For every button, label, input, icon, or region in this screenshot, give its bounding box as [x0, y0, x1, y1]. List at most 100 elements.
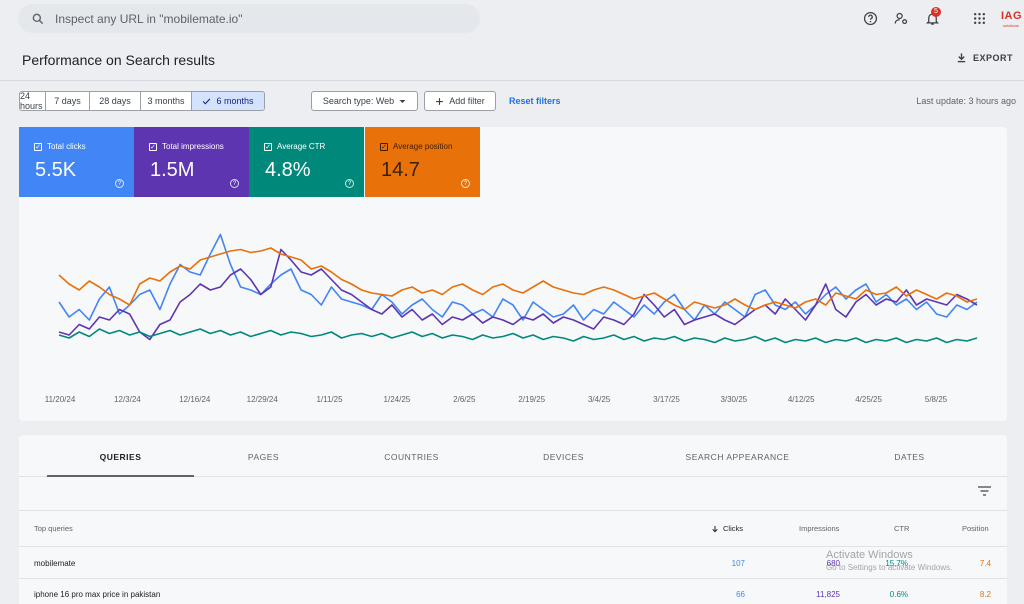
checkbox-checked-icon: ✓	[34, 142, 42, 151]
column-header-ctr[interactable]: CTR	[894, 524, 910, 533]
notification-badge: 5	[931, 7, 941, 17]
help-icon[interactable]: ?	[461, 179, 470, 188]
title-divider	[0, 80, 1024, 81]
tab-search-appearance[interactable]: SEARCH APPEARANCE	[685, 452, 790, 462]
search-icon	[32, 13, 44, 24]
x-tick-label: 2/6/25	[453, 395, 476, 404]
range-24-hours[interactable]: 24 hours	[20, 92, 46, 110]
metric-value: 14.7	[381, 159, 420, 181]
sort-down-arrow-icon	[712, 525, 718, 532]
export-label: EXPORT	[973, 52, 1014, 63]
apps-grid-icon[interactable]	[971, 10, 987, 26]
date-range-selector: 24 hours 7 days 28 days 3 months 6 month…	[19, 91, 265, 111]
tab-dates[interactable]: DATES	[894, 452, 925, 462]
column-header-position[interactable]: Position	[962, 524, 989, 533]
table-row-impressions: 680	[826, 559, 840, 568]
performance-line-chart: 11/20/24 12/3/24 12/16/24 12/29/24 1/11/25 1/…	[45, 233, 978, 404]
metric-label: Average position	[393, 142, 453, 151]
column-header-impressions[interactable]: Impressions	[799, 524, 840, 533]
tabs-divider	[19, 476, 1007, 477]
help-icon[interactable]: ?	[345, 179, 354, 188]
chevron-down-icon	[399, 99, 406, 103]
x-tick-label: 1/24/25	[384, 395, 411, 404]
x-tick-label: 3/17/25	[653, 395, 680, 404]
metric-label: Total clicks	[47, 142, 86, 151]
filter-rows-icon[interactable]	[978, 486, 991, 496]
tab-countries[interactable]: COUNTRIES	[384, 452, 439, 462]
range-6-months[interactable]: 6 months	[192, 92, 264, 110]
table-row-position: 7.4	[979, 559, 991, 568]
series-line-total-impressions	[58, 248, 978, 341]
x-tick-label: 1/11/25	[316, 395, 343, 404]
metric-label: Total impressions	[162, 142, 224, 151]
add-filter-label: Add filter	[449, 96, 485, 106]
brand-logo-subtext: solutions	[1003, 23, 1019, 28]
watermark-subtitle: Go to Settings to activate Windows.	[826, 563, 953, 572]
help-icon[interactable]: ?	[230, 179, 239, 188]
series-line-total-clicks	[58, 233, 978, 321]
search-placeholder: Inspect any URL in "mobilemate.io"	[55, 11, 243, 26]
x-tick-label: 5/8/25	[925, 395, 948, 404]
metric-total-clicks[interactable]: ✓ Total clicks 5.5K ?	[19, 127, 134, 197]
help-icon[interactable]: ?	[115, 179, 124, 188]
table-row-query[interactable]: iphone 16 pro max price in pakistan	[34, 590, 161, 599]
plus-icon	[436, 97, 444, 105]
export-button[interactable]: EXPORT	[956, 52, 1013, 63]
range-6-months-label: 6 months	[216, 96, 254, 106]
metric-label: Average CTR	[277, 142, 326, 151]
brand-logo[interactable]: IAG	[1001, 10, 1023, 22]
range-3-months[interactable]: 3 months	[141, 92, 192, 110]
table-row-position: 8.2	[979, 590, 991, 599]
search-type-label: Search type: Web	[322, 96, 395, 106]
x-tick-label: 12/3/24	[114, 395, 141, 404]
tab-devices[interactable]: DEVICES	[543, 452, 584, 462]
column-header-clicks[interactable]: Clicks	[711, 524, 743, 533]
range-28-days[interactable]: 28 days	[90, 92, 141, 110]
range-7-days[interactable]: 7 days	[46, 92, 90, 110]
metric-total-impressions[interactable]: ✓ Total impressions 1.5M ?	[134, 127, 249, 197]
tab-queries[interactable]: QUERIES	[99, 452, 142, 462]
page-title: Performance on Search results	[22, 52, 215, 68]
table-row-query[interactable]: mobilemate	[34, 559, 76, 568]
x-tick-label: 12/16/24	[179, 395, 211, 404]
table-row-ctr: 0.6%	[889, 590, 908, 599]
x-tick-label: 4/25/25	[855, 395, 882, 404]
download-icon	[957, 53, 966, 63]
x-tick-label: 11/20/24	[45, 395, 76, 404]
clicks-header-label: Clicks	[723, 524, 743, 533]
active-tab-indicator	[47, 475, 194, 477]
table-row-clicks: 107	[731, 559, 745, 568]
queries-table-card	[19, 435, 1007, 604]
row-divider	[19, 578, 1007, 579]
help-icon[interactable]	[862, 10, 878, 26]
table-row-clicks: 66	[736, 590, 745, 599]
checkbox-checked-icon: ✓	[149, 142, 157, 151]
add-filter-button[interactable]: Add filter	[424, 91, 496, 111]
column-header-top-queries: Top queries	[34, 524, 73, 533]
metric-value: 4.8%	[265, 159, 311, 181]
reset-filters-link[interactable]: Reset filters	[509, 96, 561, 106]
account-settings-icon[interactable]	[893, 10, 909, 26]
x-tick-label: 4/12/25	[788, 395, 815, 404]
metric-average-position[interactable]: ✓ Average position 14.7 ?	[365, 127, 480, 197]
metric-value: 5.5K	[35, 159, 77, 181]
series-line-average-ctr	[58, 328, 978, 344]
metric-value: 1.5M	[150, 159, 195, 181]
windows-activation-watermark: Activate Windows Go to Settings to activ…	[826, 549, 952, 572]
checkbox-checked-icon: ✓	[264, 142, 272, 151]
x-tick-label: 3/4/25	[588, 395, 611, 404]
row-divider	[19, 546, 1007, 547]
table-row-ctr: 15.7%	[885, 559, 908, 568]
x-tick-label: 12/29/24	[247, 395, 279, 404]
search-type-dropdown[interactable]: Search type: Web	[311, 91, 418, 111]
metric-average-ctr[interactable]: ✓ Average CTR 4.8% ?	[249, 127, 364, 197]
series-line-average-position	[58, 247, 978, 311]
check-icon	[203, 97, 211, 105]
top-bar: Inspect any URL in "mobilemate.io" 5 IAG…	[0, 0, 1024, 38]
header-divider	[19, 510, 1007, 511]
tab-pages[interactable]: PAGES	[247, 452, 280, 462]
x-tick-label: 2/19/25	[518, 395, 545, 404]
last-update-text: Last update: 3 hours ago	[916, 96, 1016, 106]
checkbox-checked-icon: ✓	[380, 142, 388, 151]
url-inspect-search[interactable]: Inspect any URL in "mobilemate.io"	[18, 4, 480, 33]
